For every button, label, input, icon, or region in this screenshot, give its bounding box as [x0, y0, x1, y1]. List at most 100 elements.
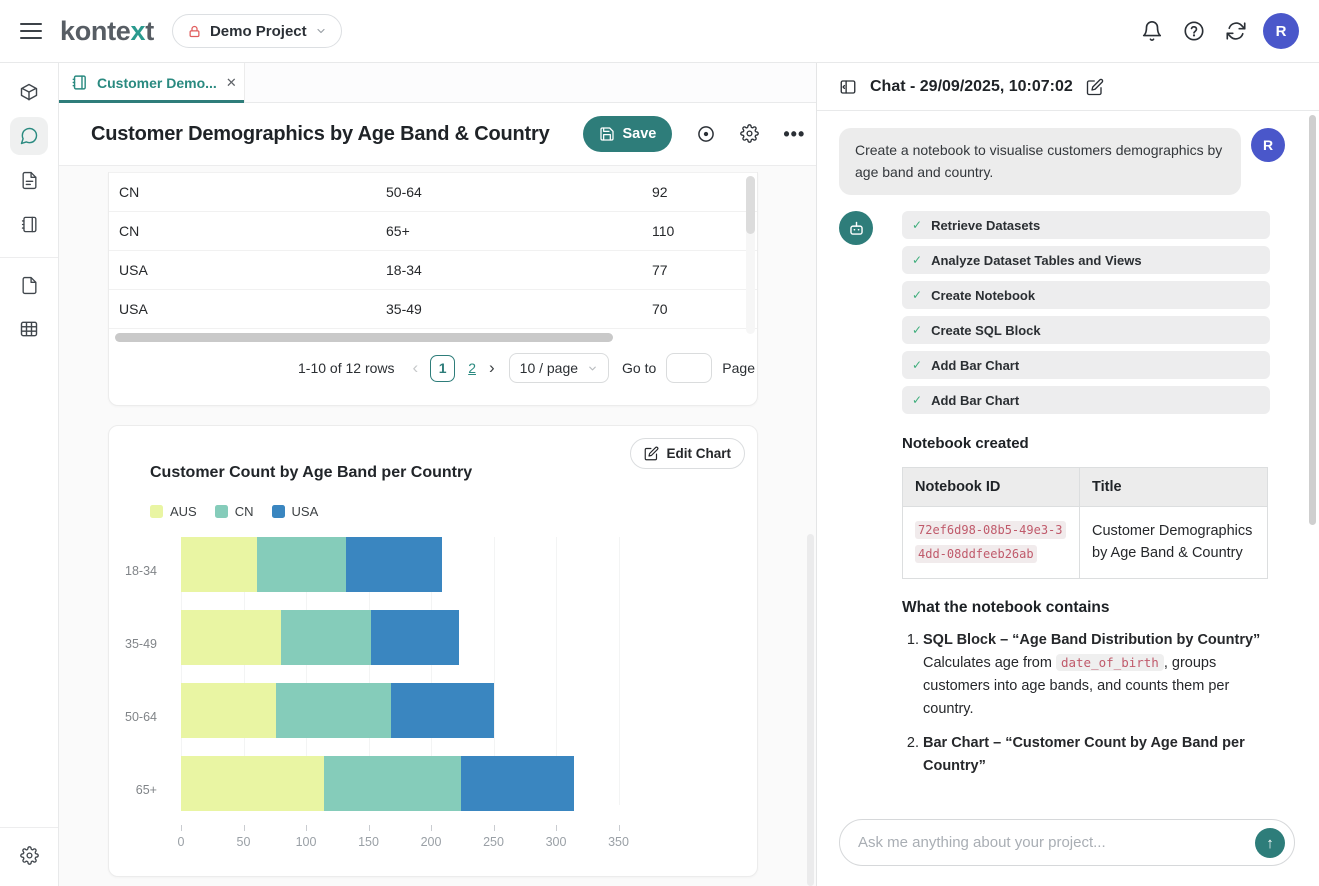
page-button-2[interactable]: 2	[468, 360, 476, 376]
sidebar-item-notebooks[interactable]	[10, 205, 48, 243]
y-axis-label: 65+	[135, 782, 157, 797]
x-tick-mark	[243, 825, 245, 831]
stacked-bar-chart: 18-34 35-49 50-64 65+ 0 50 100 150 200 250 300 350	[125, 537, 629, 857]
arrow-up-icon: ↑	[1266, 834, 1274, 852]
bar-segment-aus	[181, 537, 258, 592]
legend-item[interactable]: USA	[271, 504, 318, 519]
check-icon: ✓	[912, 253, 923, 268]
notebook-body: CN 50-64 92 CN 65+ 110 USA 18-34 77 USA 35-49 70 1-…	[59, 166, 816, 886]
sidebar-item-chat[interactable]	[10, 117, 48, 155]
table-row[interactable]: CN 65+ 110	[109, 211, 757, 250]
sidebar-item-tables[interactable]	[10, 310, 48, 348]
hamburger-menu-icon[interactable]	[20, 23, 42, 39]
pagination-summary: 1-10 of 12 rows	[298, 360, 395, 376]
edit-chart-button[interactable]: Edit Chart	[630, 438, 745, 469]
chat-header: Chat - 29/09/2025, 10:07:02	[817, 63, 1319, 111]
edit-chat-icon[interactable]	[1086, 78, 1104, 96]
tab-bar: Customer Demo... ✕	[59, 63, 816, 103]
y-axis-label: 18-34	[125, 563, 157, 578]
notifications-bell-icon[interactable]	[1141, 20, 1163, 42]
user-message-row: Create a notebook to visualise customers…	[839, 128, 1297, 196]
robot-icon	[847, 219, 866, 238]
goto-page-input[interactable]	[666, 353, 713, 383]
bar-segment-aus	[181, 610, 281, 665]
table-cell: 50-64	[386, 184, 422, 200]
refresh-icon[interactable]	[1225, 20, 1247, 42]
list-item: Bar Chart – “Customer Count by Age Band …	[923, 732, 1270, 778]
tab-close-icon[interactable]: ✕	[225, 74, 237, 90]
send-message-button[interactable]: ↑	[1255, 828, 1285, 858]
user-message-bubble: Create a notebook to visualise customers…	[839, 128, 1241, 196]
gridline	[306, 537, 307, 805]
table-row[interactable]: USA 35-49 70	[109, 289, 757, 328]
table-horizontal-scrollbar-thumb[interactable]	[115, 333, 613, 342]
sidebar-item-files[interactable]	[10, 266, 48, 304]
table-vertical-scrollbar-thumb[interactable]	[746, 176, 755, 234]
stacked-bar	[181, 537, 619, 592]
legend-item[interactable]: AUS	[150, 504, 197, 519]
page-button-1[interactable]: 1	[430, 354, 456, 382]
task-item: ✓ Add Bar Chart	[902, 386, 1270, 415]
task-label: Create SQL Block	[931, 322, 1041, 338]
app-logo: kontext	[60, 15, 154, 46]
notebook-id-code: 72ef6d98-08b5-49e3-34dd-08ddfeeb26ab	[915, 521, 1066, 563]
chart-legend: AUS CN USA	[150, 504, 757, 519]
task-item: ✓ Create Notebook	[902, 281, 1270, 310]
goto-label: Go to	[622, 360, 657, 376]
table-row[interactable]: USA 18-34 77	[109, 250, 757, 289]
chat-panel: Chat - 29/09/2025, 10:07:02 Create a not…	[816, 63, 1319, 886]
bar-row: 50-64	[125, 683, 619, 750]
assistant-robot-avatar	[839, 211, 873, 246]
page-size-select[interactable]: 10 / page	[508, 353, 610, 383]
x-tick-mark	[493, 825, 495, 831]
stacked-bar	[181, 610, 619, 665]
page-label: Page	[722, 360, 755, 376]
task-item: ✓ Create SQL Block	[902, 316, 1270, 345]
check-icon: ✓	[912, 323, 923, 338]
stacked-bar	[181, 683, 619, 738]
settings-gear-icon[interactable]	[740, 124, 760, 144]
project-selector[interactable]: Demo Project	[171, 14, 342, 48]
next-page-icon[interactable]: ›	[488, 358, 495, 377]
gridline	[431, 537, 432, 805]
legend-swatch	[150, 505, 163, 518]
notebook-id-cell: 72ef6d98-08b5-49e3-34dd-08ddfeeb26ab	[902, 506, 1080, 580]
chart-card: Edit Chart Customer Count by Age Band pe…	[108, 425, 758, 877]
y-axis-label: 50-64	[125, 709, 157, 724]
tab-customer-demographics[interactable]: Customer Demo... ✕	[59, 63, 245, 103]
bar-segment-usa	[346, 537, 443, 592]
preview-eye-icon[interactable]	[696, 124, 716, 144]
result-table-card: CN 50-64 92 CN 65+ 110 USA 18-34 77 USA 35-49 70 1-…	[108, 172, 758, 406]
sidebar-item-settings[interactable]	[10, 836, 48, 874]
user-avatar[interactable]: R	[1263, 13, 1299, 49]
legend-label: CN	[234, 504, 254, 519]
sidebar-item-packages[interactable]	[10, 73, 48, 111]
help-icon[interactable]	[1183, 20, 1205, 42]
chat-session-title: Chat - 29/09/2025, 10:07:02	[870, 77, 1073, 95]
inline-code: date_of_birth	[1055, 654, 1164, 672]
check-icon: ✓	[912, 288, 923, 303]
notebook-contains-heading: What the notebook contains	[902, 599, 1110, 617]
sidebar-item-documents[interactable]	[10, 161, 48, 199]
notebook-created-heading: Notebook created	[902, 435, 1029, 453]
collapse-panel-icon[interactable]	[839, 78, 857, 96]
check-icon: ✓	[912, 358, 923, 373]
x-tick-label: 50	[236, 835, 251, 849]
sidebar-divider	[0, 827, 58, 828]
table-cell: 92	[652, 184, 668, 200]
legend-item[interactable]: CN	[214, 504, 254, 519]
main-scrollbar-thumb[interactable]	[807, 534, 814, 886]
chat-messages: Create a notebook to visualise customers…	[817, 111, 1319, 812]
x-tick-mark	[431, 825, 432, 831]
chart-plot: 18-34 35-49 50-64 65+	[125, 537, 619, 823]
prev-page-icon[interactable]: ‹	[412, 358, 419, 377]
chat-input[interactable]	[840, 820, 1294, 865]
bar-segment-aus	[181, 683, 276, 738]
save-button[interactable]: Save	[582, 116, 673, 152]
task-label: Retrieve Datasets	[931, 217, 1041, 233]
table-row[interactable]: CN 50-64 92	[109, 172, 757, 211]
table-vertical-scrollbar	[746, 176, 755, 334]
chat-scrollbar-thumb[interactable]	[1309, 115, 1316, 525]
more-options-icon[interactable]: •••	[783, 124, 806, 144]
chat-input-bar: ↑	[817, 812, 1319, 886]
